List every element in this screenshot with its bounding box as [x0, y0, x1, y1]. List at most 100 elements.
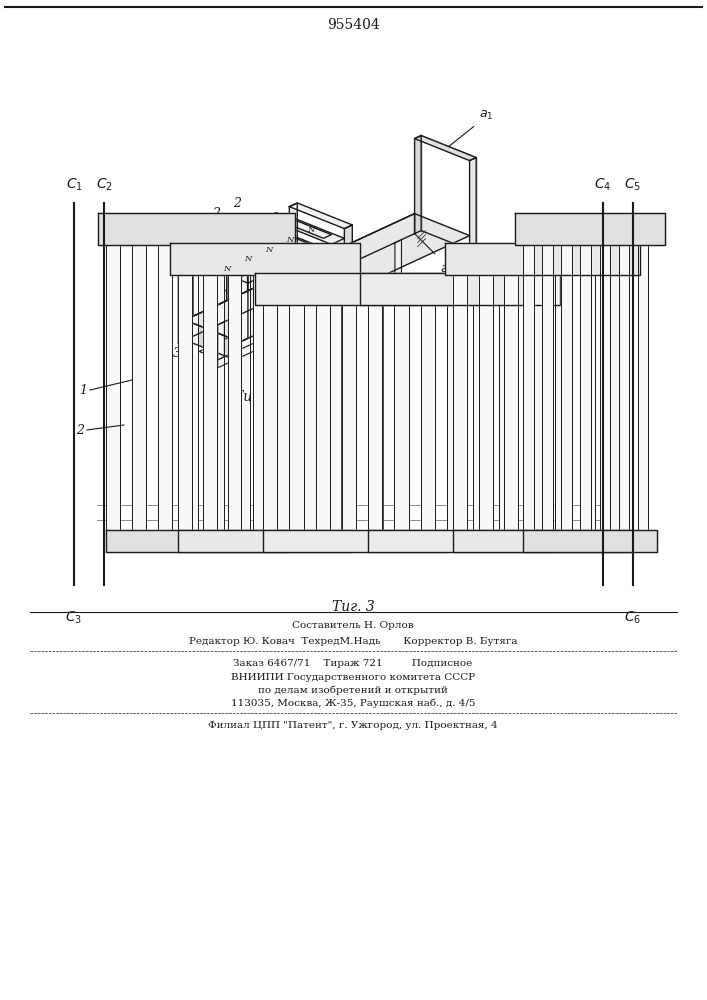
Polygon shape: [158, 245, 172, 530]
Polygon shape: [185, 214, 469, 342]
Polygon shape: [255, 273, 455, 305]
Text: $C_4$: $C_4$: [595, 177, 612, 193]
Polygon shape: [368, 305, 382, 530]
Text: 3: 3: [178, 260, 186, 273]
Polygon shape: [395, 305, 409, 530]
Polygon shape: [504, 275, 518, 530]
Text: $C_3$: $C_3$: [66, 610, 83, 626]
Polygon shape: [106, 245, 120, 530]
Polygon shape: [178, 275, 192, 530]
Polygon shape: [342, 305, 356, 530]
Text: 2: 2: [76, 424, 84, 436]
Text: 1: 1: [79, 383, 87, 396]
Text: N: N: [244, 255, 252, 263]
Polygon shape: [289, 203, 352, 229]
Polygon shape: [368, 305, 382, 530]
Polygon shape: [580, 245, 591, 530]
Polygon shape: [178, 245, 185, 343]
Polygon shape: [170, 243, 360, 275]
Polygon shape: [255, 226, 269, 287]
Polygon shape: [185, 251, 248, 277]
Polygon shape: [255, 226, 324, 254]
Polygon shape: [277, 275, 291, 530]
Polygon shape: [227, 232, 290, 258]
Polygon shape: [185, 214, 414, 340]
Polygon shape: [218, 322, 224, 360]
Polygon shape: [106, 530, 287, 552]
Polygon shape: [214, 245, 282, 273]
Text: $a_2$: $a_2$: [440, 264, 454, 277]
Polygon shape: [235, 245, 250, 530]
Polygon shape: [233, 267, 240, 365]
Polygon shape: [193, 255, 206, 316]
Text: N: N: [286, 236, 293, 244]
Text: Заказ 6467/71    Тираж 721         Подписное: Заказ 6467/71 Тираж 721 Подписное: [233, 660, 472, 668]
Text: $C_1$: $C_1$: [66, 177, 83, 193]
Polygon shape: [421, 305, 436, 530]
Polygon shape: [235, 236, 247, 297]
Polygon shape: [368, 530, 552, 552]
Text: $a_1$: $a_1$: [479, 108, 493, 122]
Polygon shape: [291, 288, 298, 326]
Polygon shape: [555, 275, 569, 530]
Polygon shape: [132, 245, 146, 530]
Polygon shape: [276, 216, 344, 244]
Polygon shape: [542, 245, 553, 530]
Polygon shape: [479, 275, 493, 530]
Polygon shape: [289, 203, 298, 272]
Polygon shape: [228, 275, 241, 530]
Polygon shape: [303, 275, 316, 530]
Text: 2: 2: [212, 207, 220, 220]
Text: Филиал ЦПП "Патент", г. Ужгород, ул. Проектная, 4: Филиал ЦПП "Патент", г. Ужгород, ул. Про…: [208, 722, 498, 730]
Text: по делам изобретений и открытий: по делам изобретений и открытий: [258, 685, 448, 695]
Polygon shape: [206, 242, 214, 310]
Polygon shape: [526, 305, 540, 530]
Polygon shape: [414, 136, 476, 161]
Text: N: N: [265, 246, 272, 254]
Polygon shape: [515, 213, 665, 245]
Polygon shape: [178, 245, 240, 270]
Polygon shape: [473, 305, 488, 530]
Polygon shape: [209, 245, 223, 530]
Polygon shape: [447, 305, 461, 530]
Polygon shape: [193, 255, 261, 283]
Text: ВНИИПИ Государственного комитета СССР: ВНИИПИ Государственного комитета СССР: [231, 672, 475, 682]
Text: $C_2$: $C_2$: [95, 177, 112, 193]
Polygon shape: [184, 245, 198, 530]
Polygon shape: [453, 275, 467, 530]
Polygon shape: [185, 251, 193, 320]
Polygon shape: [206, 242, 269, 267]
Polygon shape: [178, 530, 352, 552]
Polygon shape: [344, 225, 352, 294]
Polygon shape: [247, 222, 255, 291]
Text: 955404: 955404: [327, 18, 380, 32]
Text: N: N: [307, 226, 314, 234]
Polygon shape: [276, 216, 289, 278]
Polygon shape: [185, 320, 240, 362]
Polygon shape: [395, 240, 402, 278]
Polygon shape: [453, 530, 632, 552]
Text: 3: 3: [173, 347, 181, 360]
Text: 113035, Москва, Ж-35, Раушская наб., д. 4/5: 113035, Москва, Ж-35, Раушская наб., д. …: [230, 698, 475, 708]
Polygon shape: [203, 275, 216, 530]
Polygon shape: [561, 245, 572, 530]
Polygon shape: [619, 245, 629, 530]
Polygon shape: [218, 323, 298, 368]
Text: Τиг. 3: Τиг. 3: [332, 600, 375, 614]
Polygon shape: [499, 305, 514, 530]
Polygon shape: [252, 275, 267, 530]
Polygon shape: [269, 213, 276, 281]
Polygon shape: [523, 530, 657, 552]
Text: N: N: [223, 265, 230, 273]
Polygon shape: [421, 305, 435, 530]
Text: $C_5$: $C_5$: [624, 177, 641, 193]
Polygon shape: [360, 273, 560, 305]
Polygon shape: [247, 222, 310, 248]
Polygon shape: [414, 136, 421, 234]
Polygon shape: [263, 530, 447, 552]
Polygon shape: [261, 245, 275, 530]
Polygon shape: [321, 274, 327, 312]
Polygon shape: [327, 275, 341, 530]
Polygon shape: [98, 213, 295, 245]
Text: Составитель Н. Орлов: Составитель Н. Орлов: [292, 621, 414, 631]
